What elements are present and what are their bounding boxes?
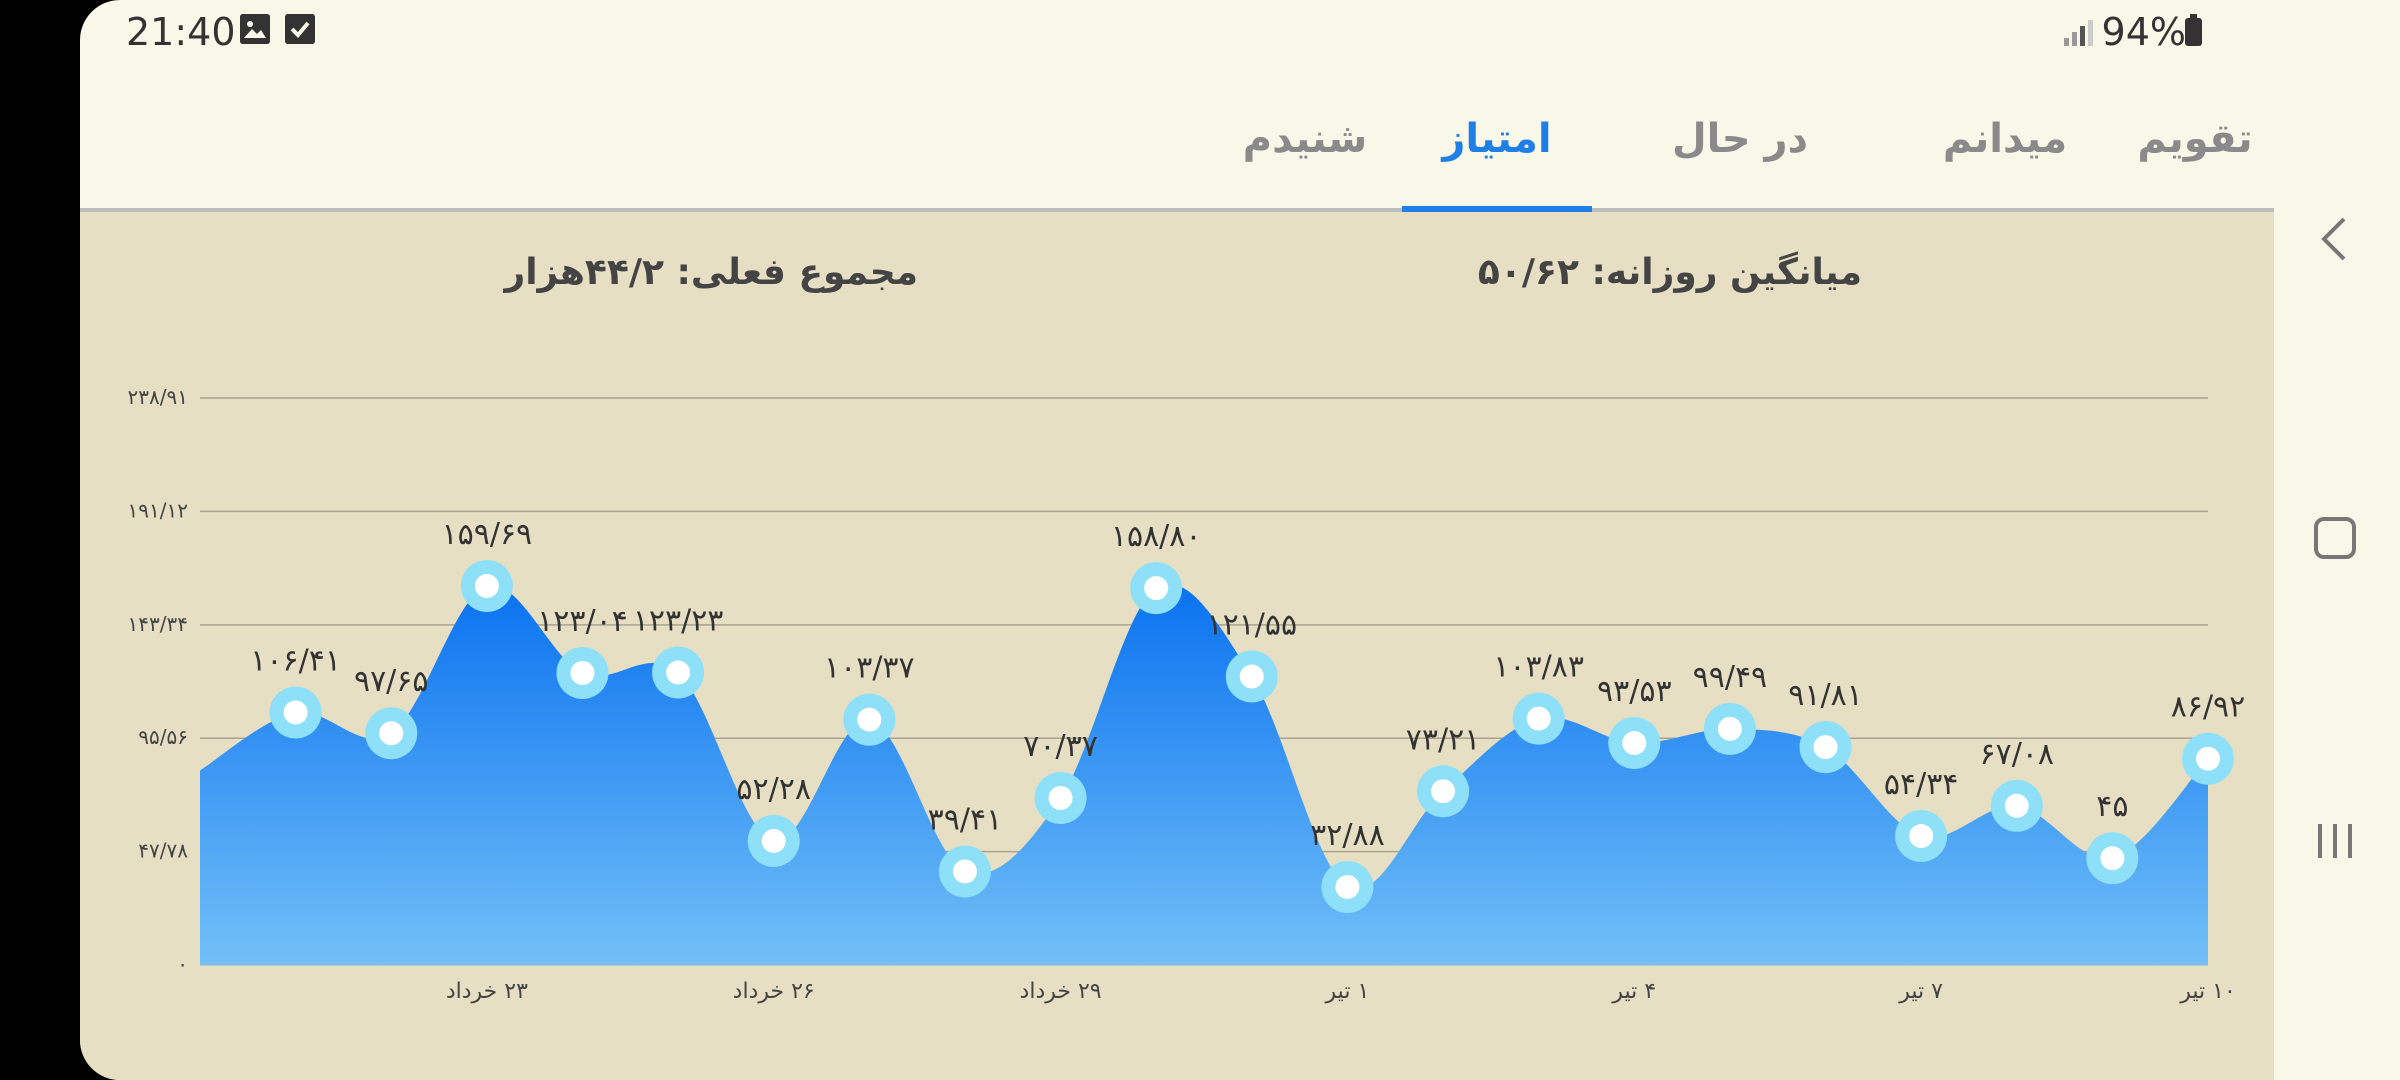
data-point-center: [1909, 824, 1934, 849]
tab-label: امتیاز: [1442, 116, 1552, 162]
data-point-center: [570, 660, 595, 685]
data-label: ۳۹/۴۱: [928, 802, 1003, 837]
data-label: ۷۳/۲۱: [1406, 722, 1481, 757]
tab-label: شنیدم: [1242, 116, 1368, 162]
y-tick-label: ۹۵/۵۶: [138, 725, 188, 749]
data-point-center: [1239, 664, 1264, 689]
data-point-center: [2196, 746, 2220, 771]
tab-calendar[interactable]: تقویم: [2120, 80, 2270, 208]
tab-heard[interactable]: شنیدم: [1220, 80, 1390, 208]
score-chart: ۱۰۶/۴۱ ۹۷/۶۵ ۱۵۹/۶۹ ۱۲۳/۰۴ ۱۲۳/۲۳ ۵۲/۲۸ ۱۰۳/۳۷…: [128, 385, 2246, 1004]
data-point-center: [1526, 706, 1551, 731]
app-screen: 21:40 94% تقویم میدانم در حال یادگیری ام…: [80, 0, 2274, 1080]
data-point-center: [952, 859, 977, 884]
score-panel: میانگین روزانه: ۵۰/۶۲ مجموع فعلی: ۴۴/۲هز…: [80, 212, 2274, 1080]
y-tick-label: ۱۴۳/۳۴: [128, 612, 188, 636]
data-label: ۱۲۱/۵۵: [1206, 608, 1297, 643]
battery-percent: 94%: [2101, 10, 2186, 54]
data-label: ۵۴/۳۴: [1884, 767, 1959, 802]
data-label: ۱۵۸/۸۰: [1111, 519, 1202, 554]
tab-bar: تقویم میدانم در حال یادگیری امتیاز شنیدم: [80, 80, 2274, 280]
data-label: ۱۰۳/۸۳: [1493, 650, 1584, 685]
active-tab-indicator: [1402, 206, 1592, 212]
daily-average: میانگین روزانه: ۵۰/۶۲: [1477, 252, 1862, 293]
data-point-center: [2004, 793, 2029, 818]
tab-label: میدانم: [1942, 116, 2068, 162]
y-tick-label: ۰: [177, 952, 188, 976]
x-tick-label: ۴ تیر: [1611, 979, 1656, 1004]
x-tick-label: ۲۶ خرداد: [733, 979, 815, 1004]
data-label: ۹۷/۶۵: [354, 664, 429, 699]
score-area: [200, 584, 2208, 965]
system-nav-bar: [2274, 0, 2400, 1080]
y-tick-label: ۱۹۱/۱۲: [128, 498, 188, 522]
data-point-center: [1144, 576, 1169, 601]
data-point-center: [283, 700, 308, 725]
data-label: ۳۲/۸۸: [1310, 818, 1385, 853]
data-label: ۹۳/۵۳: [1597, 674, 1672, 709]
battery-icon: [2185, 14, 2202, 46]
x-tick-label: ۲۳ خرداد: [446, 979, 528, 1004]
current-total: مجموع فعلی: ۴۴/۲هزار: [504, 252, 918, 293]
data-point-center: [1335, 874, 1360, 899]
data-label: ۱۲۳/۲۳: [633, 604, 724, 639]
data-label: ۱۰۳/۳۷: [824, 651, 915, 686]
tab-learning[interactable]: در حال یادگیری: [1590, 80, 1890, 280]
data-point-center: [666, 660, 691, 685]
data-label: ۶۷/۰۸: [1979, 737, 2054, 772]
data-label: ۵۲/۲۸: [736, 772, 811, 807]
data-point-center: [1717, 716, 1742, 741]
home-square-icon[interactable]: [2312, 515, 2358, 561]
data-label: ۴۵: [2096, 789, 2128, 824]
data-point-center: [1431, 779, 1456, 804]
data-point-center: [1622, 731, 1647, 756]
data-point-center: [379, 721, 404, 746]
x-tick-label: ۱۰ تیر: [2179, 979, 2236, 1004]
signal-icon: [2064, 20, 2098, 46]
back-chevron-icon[interactable]: [2314, 214, 2354, 264]
x-tick-label: ۷ تیر: [1898, 979, 1943, 1004]
status-time: 21:40: [126, 10, 236, 54]
x-tick-label: ۱ تیر: [1325, 979, 1370, 1004]
data-label: ۱۲۳/۰۴: [537, 604, 628, 639]
data-point-center: [761, 828, 786, 853]
data-point-center: [2100, 846, 2125, 871]
data-label: ۷۰/۳۷: [1023, 729, 1098, 764]
y-tick-label: ۴۷/۷۸: [138, 839, 188, 863]
data-label: ۱۰۶/۴۱: [250, 643, 341, 678]
data-point-center: [1813, 735, 1838, 760]
data-point-center: [1048, 785, 1073, 810]
checkbox-icon: [285, 14, 315, 44]
data-label: ۹۱/۸۱: [1788, 678, 1863, 713]
data-label: ۸۶/۹۲: [2171, 690, 2246, 725]
y-tick-label: ۲۳۸/۹۱: [128, 385, 188, 409]
tab-score[interactable]: امتیاز: [1402, 80, 1592, 212]
data-label: ۱۵۹/۶۹: [442, 517, 533, 552]
tab-label: تقویم: [2137, 116, 2253, 162]
recents-icon[interactable]: [2312, 818, 2358, 864]
tab-known[interactable]: میدانم: [1920, 80, 2090, 208]
image-icon: [240, 14, 270, 44]
data-label: ۹۹/۴۹: [1693, 660, 1768, 695]
data-point-center: [474, 574, 499, 599]
x-tick-label: ۲۹ خرداد: [1020, 979, 1102, 1004]
data-point-center: [857, 707, 882, 732]
